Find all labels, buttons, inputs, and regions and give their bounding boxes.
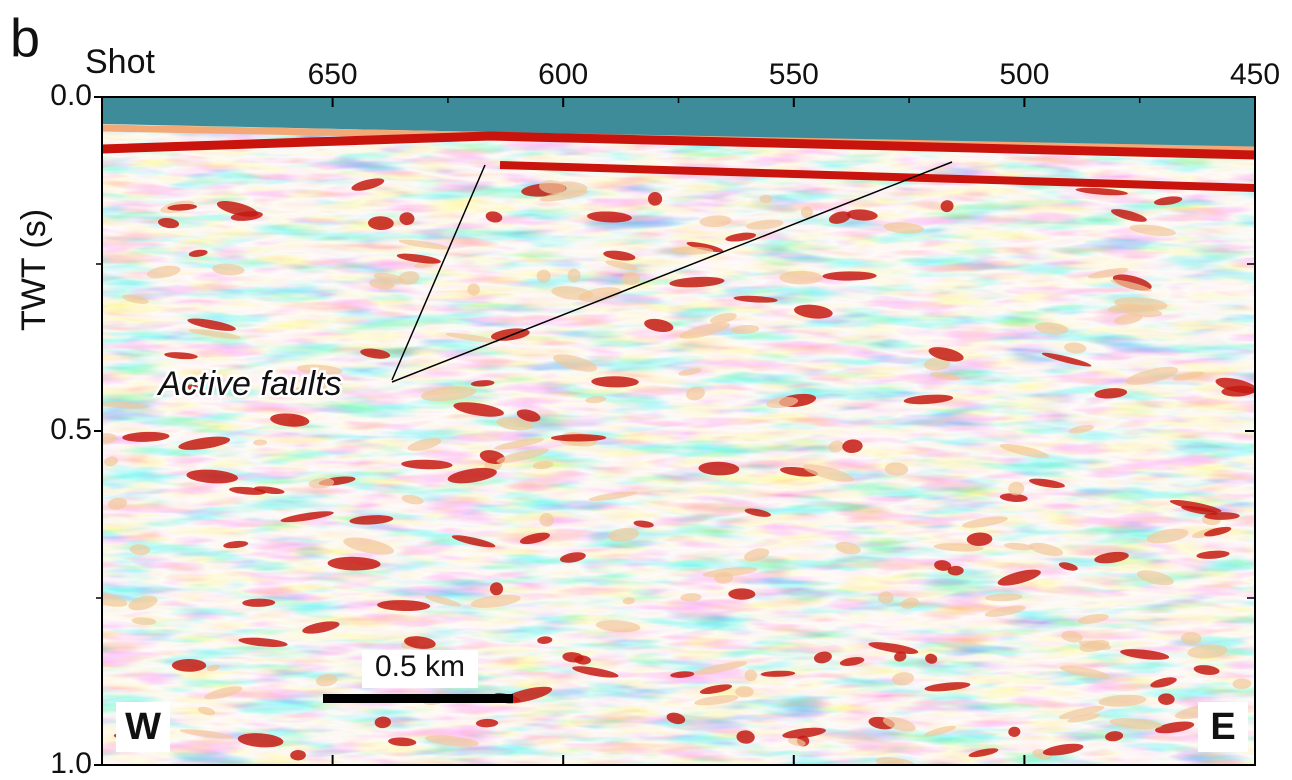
scale-bar-label: 0.5 km — [375, 650, 465, 683]
x-tick-label: 650 — [308, 58, 358, 91]
x-axis-label: Shot — [85, 43, 155, 81]
direction-label: E — [1210, 706, 1235, 748]
reflector-blob — [759, 195, 772, 203]
x-tick-label: 600 — [538, 58, 588, 91]
direction-label: W — [125, 706, 161, 748]
y-tick-label: 1.0 — [50, 747, 92, 780]
y-axis-label: TWT (s) — [15, 209, 53, 331]
annotation: Active faults — [156, 365, 341, 403]
x-tick-label: 550 — [769, 58, 819, 91]
reflector-blob — [172, 659, 206, 672]
seismic-image — [85, 97, 1259, 772]
reflector-blob — [735, 686, 754, 697]
x-tick-label: 500 — [999, 58, 1049, 91]
x-tick-label: 450 — [1230, 58, 1280, 91]
y-tick-label: 0.0 — [50, 79, 92, 112]
reflector-blob — [96, 433, 117, 443]
panel-label: b — [10, 8, 40, 68]
y-tick-label: 0.5 — [50, 413, 92, 446]
scale-bar — [323, 694, 513, 703]
figure: b Shot TWT (s) Active faults 0.5 km W E … — [0, 0, 1292, 780]
